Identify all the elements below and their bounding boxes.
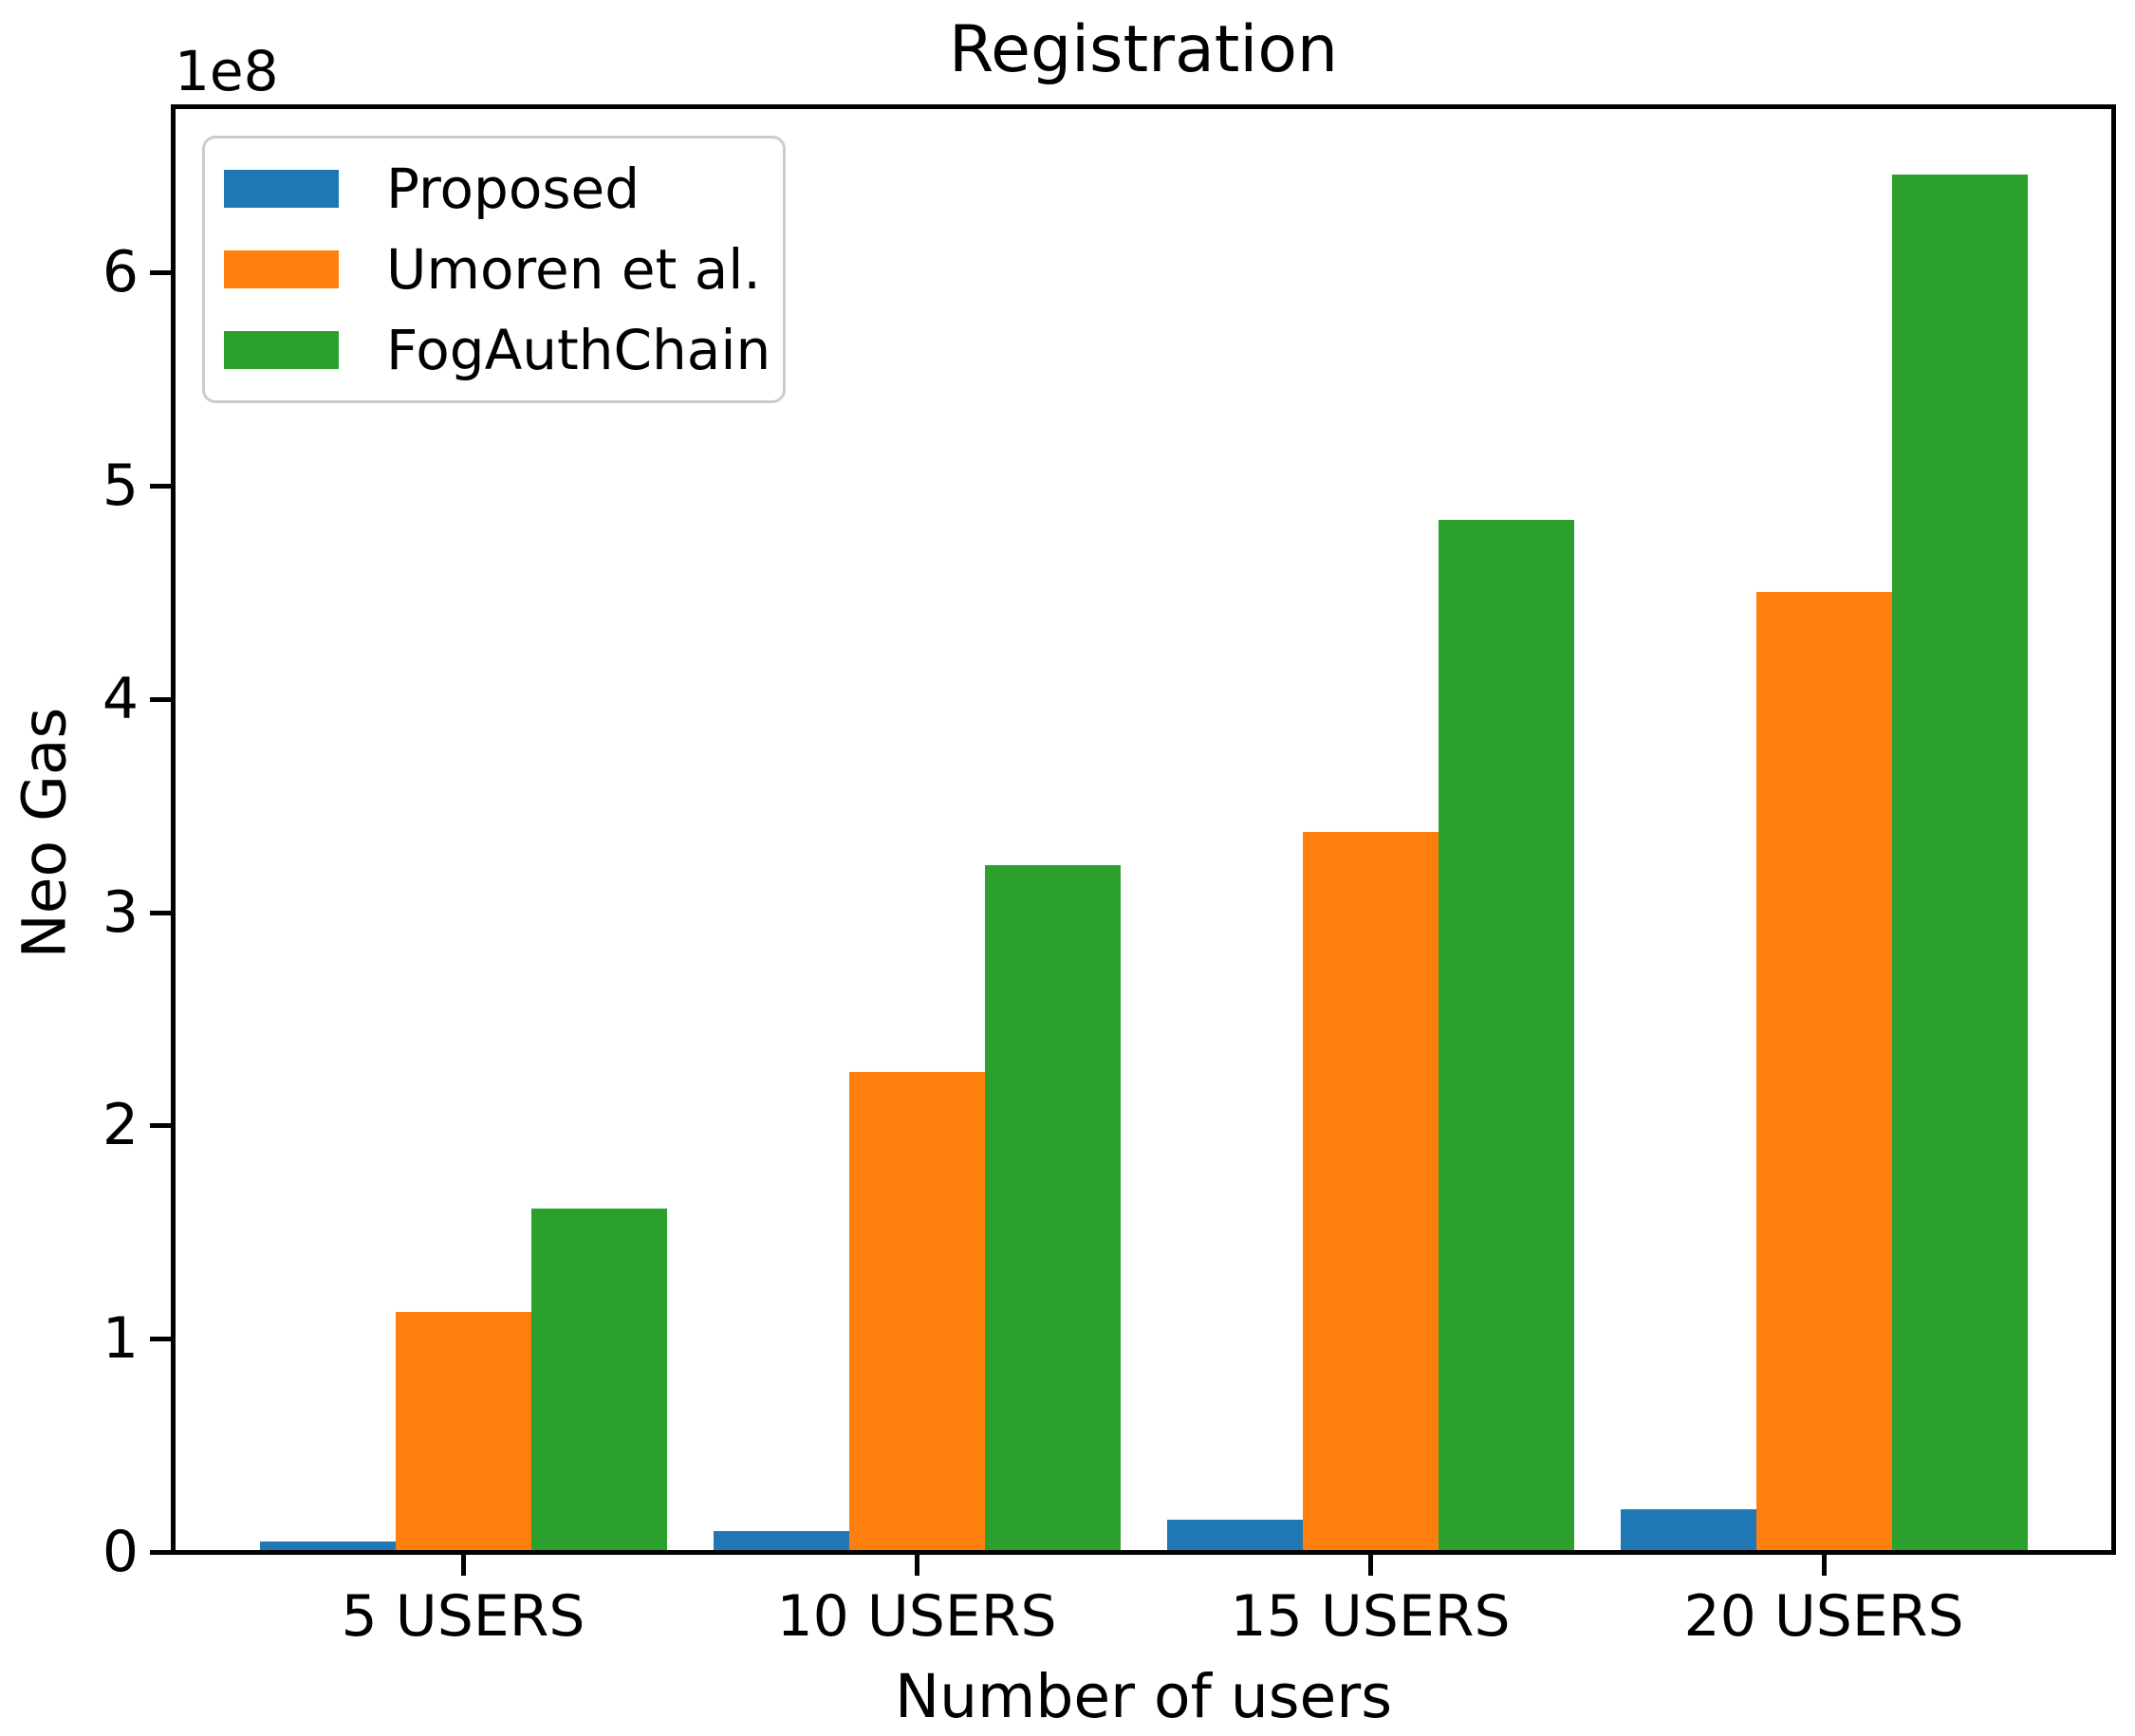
right-spine xyxy=(2111,104,2116,1555)
bar-umoren-et-al-5-users xyxy=(395,1312,531,1552)
y-axis-offset-text: 1e8 xyxy=(175,39,279,103)
y-tick-label: 2 xyxy=(102,1092,139,1158)
x-tick-label: 20 USERS xyxy=(1683,1583,1964,1650)
x-tick-label: 5 USERS xyxy=(341,1583,585,1650)
y-tick-mark xyxy=(150,1550,171,1555)
bar-fogauthchain-10-users xyxy=(984,865,1121,1552)
y-tick-mark xyxy=(150,697,171,702)
legend: Proposed Umoren et al. FogAuthChain xyxy=(202,136,786,403)
legend-item: FogAuthChain xyxy=(205,321,783,379)
y-tick-mark xyxy=(150,911,171,915)
x-tick-mark xyxy=(915,1555,919,1576)
bar-proposed-10-users xyxy=(713,1531,849,1552)
bar-umoren-et-al-15-users xyxy=(1302,832,1439,1552)
y-tick-label: 4 xyxy=(102,666,139,732)
x-tick-label: 15 USERS xyxy=(1230,1583,1511,1650)
x-tick-mark xyxy=(1368,1555,1373,1576)
y-tick-mark xyxy=(150,1123,171,1128)
y-tick-label: 5 xyxy=(102,452,139,519)
y-axis-line xyxy=(171,104,176,1555)
legend-swatch xyxy=(224,249,339,288)
bar-fogauthchain-20-users xyxy=(1891,175,2028,1552)
bar-fogauthchain-15-users xyxy=(1438,520,1574,1552)
bar-proposed-5-users xyxy=(259,1542,396,1552)
x-tick-mark xyxy=(1822,1555,1827,1576)
y-tick-label: 3 xyxy=(102,879,139,946)
bar-proposed-15-users xyxy=(1166,1520,1303,1552)
x-tick-label: 10 USERS xyxy=(776,1583,1057,1650)
legend-item: Proposed xyxy=(205,159,783,218)
y-tick-label: 6 xyxy=(102,239,139,305)
bar-umoren-et-al-20-users xyxy=(1755,592,1892,1552)
plot-area xyxy=(173,106,2114,1552)
bar-fogauthchain-5-users xyxy=(530,1209,667,1552)
x-axis-line xyxy=(171,1550,2116,1555)
y-tick-label: 0 xyxy=(102,1519,139,1585)
legend-swatch xyxy=(224,169,339,208)
y-tick-mark xyxy=(150,484,171,489)
y-tick-mark xyxy=(150,1337,171,1341)
bar-umoren-et-al-10-users xyxy=(848,1072,985,1552)
x-axis-label: Number of users xyxy=(894,1662,1393,1731)
top-spine xyxy=(171,104,2116,109)
legend-label: FogAuthChain xyxy=(386,318,771,383)
legend-item: Umoren et al. xyxy=(205,240,783,299)
legend-swatch xyxy=(224,331,339,370)
legend-label: Umoren et al. xyxy=(386,236,761,302)
y-tick-mark xyxy=(150,270,171,275)
chart-title: Registration xyxy=(948,12,1339,87)
x-tick-mark xyxy=(461,1555,466,1576)
bar-proposed-20-users xyxy=(1620,1509,1756,1552)
y-tick-label: 1 xyxy=(102,1305,139,1372)
legend-label: Proposed xyxy=(386,156,640,221)
